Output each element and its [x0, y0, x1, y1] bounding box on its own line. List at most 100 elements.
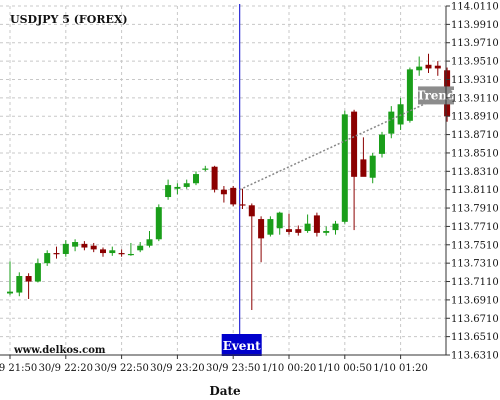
- x-tick-label: 30/9 21:50: [0, 363, 37, 374]
- trend-badge: [418, 86, 454, 105]
- y-tick-label: 113.8910: [451, 112, 499, 123]
- y-tick-label: 113.8110: [451, 185, 499, 196]
- candle-body: [118, 253, 125, 255]
- event-badge: [221, 334, 262, 356]
- candle-body: [62, 243, 69, 254]
- x-tick-label: 30/9 23:50: [206, 363, 260, 374]
- y-tick-label: 113.7310: [451, 259, 499, 270]
- candle-body: [332, 223, 339, 231]
- candle: [425, 53, 432, 74]
- candle-body: [72, 242, 79, 247]
- x-tick-label: 30/9 23:20: [150, 363, 204, 374]
- candle: [183, 179, 190, 189]
- candle-body: [406, 69, 413, 121]
- candle: [165, 179, 172, 200]
- candle-body: [295, 229, 302, 233]
- candle: [248, 203, 255, 310]
- candle-body: [304, 223, 311, 232]
- y-tick-label: 113.7510: [451, 240, 499, 251]
- candle: [258, 216, 265, 263]
- x-tick-label: 1/10 00:20: [262, 363, 316, 374]
- candle-body: [313, 215, 320, 233]
- watermark: www.delkos.com: [13, 345, 106, 356]
- x-axis-title: Date: [209, 384, 241, 398]
- candle-body: [434, 65, 441, 69]
- candle: [202, 165, 209, 172]
- trend-line: [239, 90, 453, 191]
- candle-body: [248, 205, 255, 217]
- candle: [72, 239, 79, 252]
- candle-body: [53, 253, 60, 255]
- y-tick-label: 114.0110: [451, 2, 499, 13]
- x-tick-label: 30/9 22:50: [94, 363, 148, 374]
- candle-body: [239, 204, 246, 206]
- candle-body: [193, 174, 199, 184]
- y-tick-label: 113.9710: [451, 38, 499, 49]
- candle-body: [174, 186, 181, 189]
- candle: [220, 186, 227, 203]
- y-tick-label: 113.8510: [451, 148, 499, 159]
- y-tick-label: 113.9310: [451, 75, 499, 86]
- candles: [7, 53, 451, 310]
- chart-title: USDJPY 5 (FOREX): [10, 13, 128, 26]
- candle-body: [379, 134, 385, 154]
- candle-body: [34, 263, 41, 282]
- candle: [239, 188, 246, 209]
- candle: [388, 106, 395, 139]
- candle-body: [369, 155, 376, 178]
- candle: [90, 242, 97, 253]
- candle: [118, 249, 125, 257]
- candle-body: [220, 189, 227, 195]
- x-tick-label: 1/10 00:50: [318, 363, 372, 374]
- candle: [406, 67, 413, 123]
- candle: [109, 246, 116, 256]
- candle: [351, 109, 358, 231]
- candle-body: [341, 114, 348, 222]
- candle: [397, 97, 404, 130]
- y-tick-label: 113.8310: [451, 167, 499, 178]
- candle-body: [258, 219, 265, 239]
- candle: [341, 110, 348, 224]
- candle: [16, 272, 23, 297]
- y-tick-label: 113.9110: [451, 93, 499, 104]
- axes: 114.0110 113.9910 113.9710 113.9510 113.9310…: [0, 2, 499, 374]
- event-label: Event: [223, 339, 261, 353]
- candle: [379, 131, 385, 158]
- y-tick-label: 113.7110: [451, 277, 499, 288]
- candle: [267, 216, 274, 237]
- y-tick-label: 113.7710: [451, 222, 499, 233]
- candle: [286, 213, 292, 235]
- y-tick-label: 113.6910: [451, 295, 499, 306]
- candle-body: [425, 64, 432, 69]
- candle: [100, 247, 106, 257]
- candle: [193, 171, 199, 186]
- candle-body: [416, 66, 423, 71]
- candle: [34, 258, 41, 283]
- candle: [53, 246, 60, 259]
- grid: [0, 4, 446, 356]
- candle-body: [100, 249, 106, 254]
- candle: [230, 186, 237, 207]
- candle: [332, 220, 339, 235]
- candle-body: [267, 219, 274, 235]
- candle: [174, 183, 181, 195]
- candle-body: [165, 185, 172, 198]
- candle-body: [155, 207, 162, 240]
- candle-body: [286, 229, 292, 232]
- candle: [434, 61, 441, 76]
- candle: [7, 261, 13, 296]
- candle: [304, 214, 311, 233]
- candle: [44, 250, 51, 266]
- candle-body: [7, 291, 13, 294]
- candle-body: [230, 187, 237, 205]
- candle-body: [127, 253, 134, 256]
- candle-body: [323, 231, 330, 233]
- y-tick-label: 113.9510: [451, 57, 499, 68]
- y-tick-label: 113.6710: [451, 314, 499, 325]
- candle: [146, 231, 153, 248]
- candle: [369, 152, 376, 184]
- candle-body: [183, 183, 190, 187]
- y-tick-label: 113.9910: [451, 20, 499, 31]
- candle-body: [16, 276, 23, 293]
